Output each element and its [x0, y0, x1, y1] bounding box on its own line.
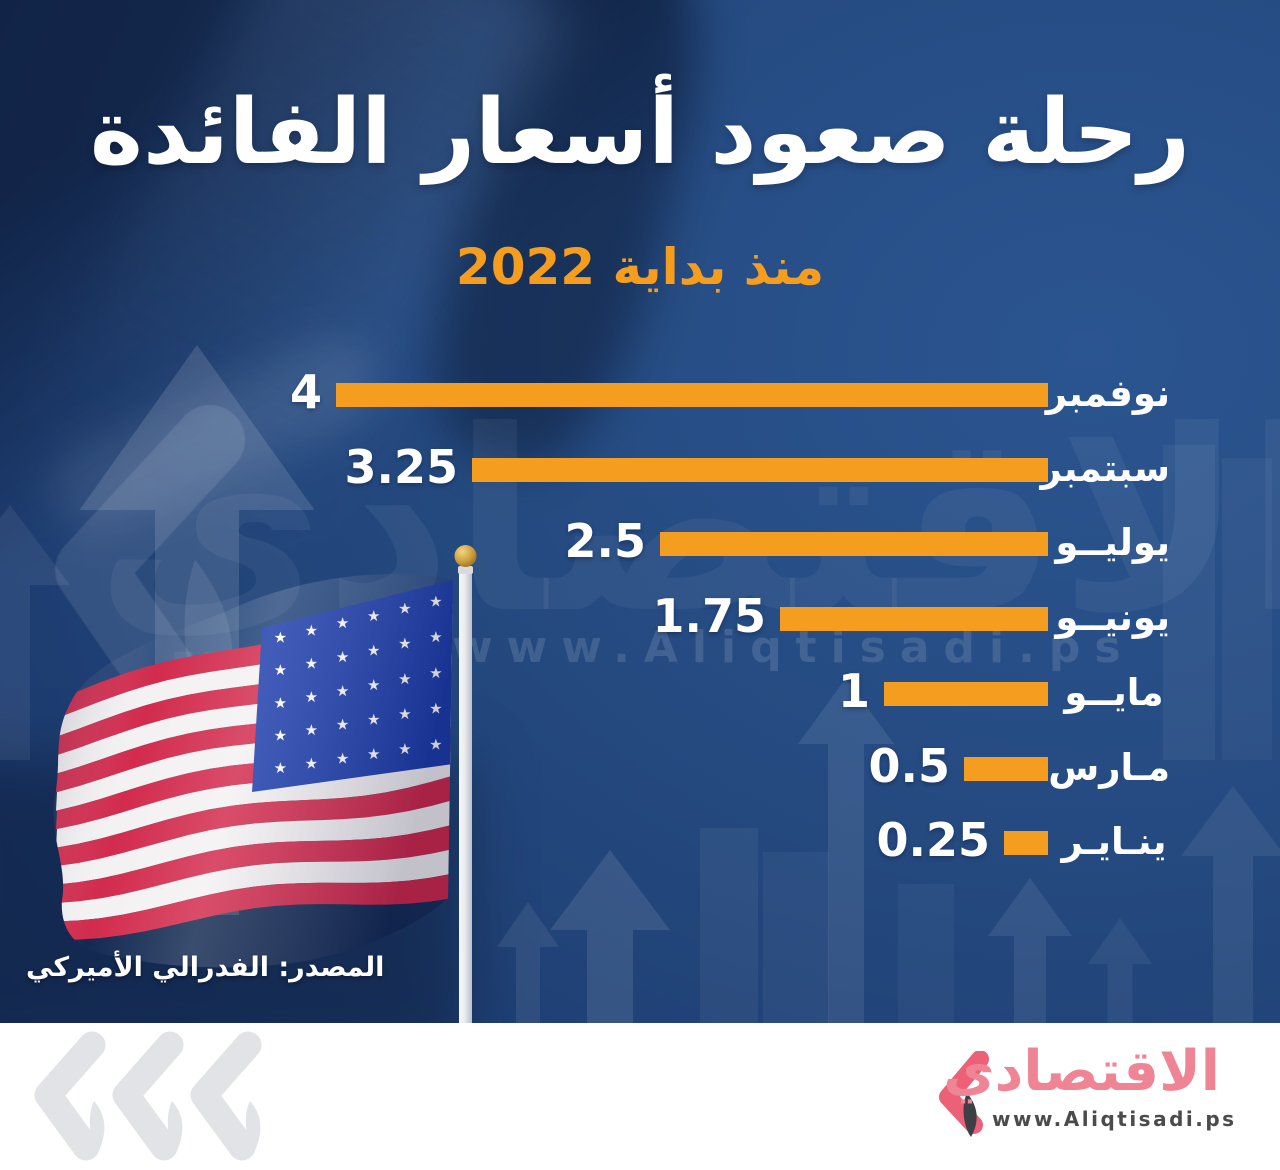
bar-month-label: يوليــو [1055, 521, 1170, 564]
up-arrow-decoration [0, 505, 70, 760]
bar-value-label: 2.5 [564, 514, 647, 568]
bar-value-label: 3.25 [344, 440, 459, 494]
up-arrow-decoration [497, 902, 559, 1024]
bar-month-label: مايــو [1064, 671, 1164, 714]
chevron-stroke [190, 1031, 262, 1161]
flag-finial-ball [454, 545, 477, 567]
up-arrow-decoration [1088, 918, 1152, 1024]
flag-pole-collar [458, 566, 473, 574]
bar-value-label: 1.75 [652, 589, 767, 643]
us-flag-image: ★★★★★★★★★★★★★★★★★★★★★★★★★★★★★★ [53, 545, 477, 1024]
up-arrow-decoration [1163, 445, 1215, 760]
brand-name: الاقتصادي [943, 1039, 1220, 1104]
bar-value-label: 0.5 [868, 739, 951, 793]
chevron-icon [112, 1031, 184, 1161]
chevron-stroke [112, 1031, 184, 1161]
brand-url: www.Aliqtisadi.ps [992, 1107, 1237, 1131]
bar-month-label: ينـايـر [1061, 820, 1167, 863]
up-arrow-decoration [763, 852, 829, 1023]
chevron-icon [34, 1031, 106, 1161]
bar [964, 757, 1048, 781]
bar-month-label: نوفمبر [1045, 372, 1170, 415]
bar-month-label: مـارس [1048, 746, 1170, 789]
bar [336, 383, 1048, 407]
up-arrow-decoration [1222, 458, 1272, 760]
bar [780, 607, 1048, 631]
up-arrow-decoration [798, 678, 894, 1024]
flag-pole [459, 572, 472, 1024]
up-arrow-decoration [1181, 786, 1280, 1024]
chevrons-icon [34, 1031, 262, 1161]
bar-month-label: يونيــو [1055, 596, 1170, 639]
up-arrow-decoration [898, 884, 954, 1023]
page-title: رحلة صعود أسعار الفائدة [89, 80, 1191, 185]
chevron-tail [89, 1101, 105, 1153]
bar-value-label: 1 [837, 664, 870, 718]
source-caption: المصدر: الفدرالي الأميركي [26, 952, 385, 983]
page-subtitle: منذ بداية 2022 [455, 238, 825, 296]
up-arrow-decoration [550, 850, 670, 1024]
bar-value-label: 0.25 [876, 813, 991, 867]
brand-swoosh-icon [939, 1051, 989, 1137]
bar [472, 458, 1048, 482]
bar-value-label: 4 [289, 365, 322, 419]
footer-strip: الاقتصادي www.Aliqtisadi.ps [0, 1023, 1280, 1170]
bar [884, 682, 1048, 706]
bar-month-label: سبتمبر [1040, 447, 1170, 490]
up-arrow-decoration [700, 828, 758, 1023]
flag-cloth: ★★★★★★★★★★★★★★★★★★★★★★★★★★★★★★ [53, 574, 453, 968]
bar [1004, 831, 1048, 855]
chevron-stroke [34, 1031, 106, 1161]
chevron-tail [245, 1101, 261, 1153]
brand-logo: الاقتصادي www.Aliqtisadi.ps [930, 1039, 1250, 1161]
chevron-tail [167, 1101, 183, 1153]
flag-shading [53, 574, 453, 968]
bar [660, 532, 1048, 556]
up-arrow-decoration [988, 878, 1072, 1024]
chevron-icon [190, 1031, 262, 1161]
